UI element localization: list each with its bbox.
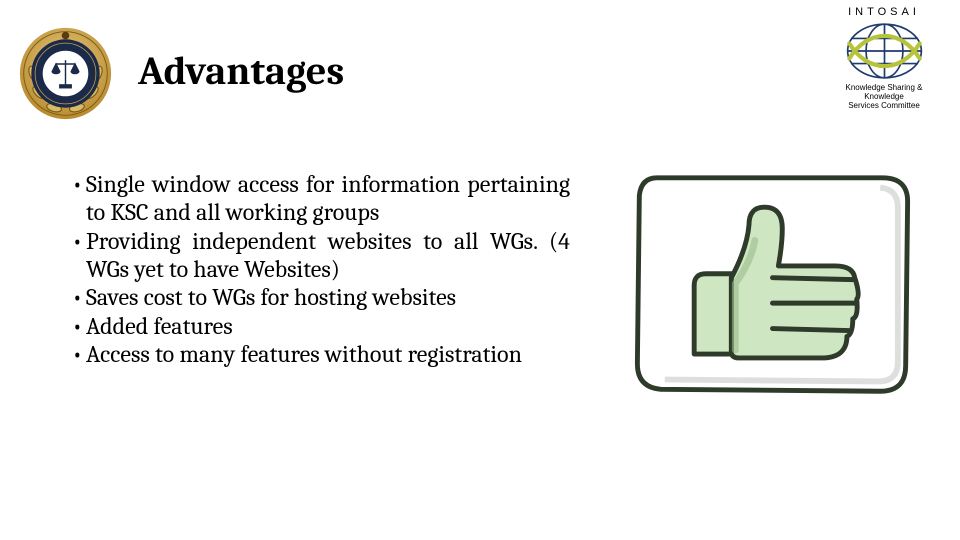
org-label: INTOSAI xyxy=(828,6,940,18)
org-caption-line2: Services Committee xyxy=(848,101,920,110)
globe-icon xyxy=(842,20,927,82)
thumbs-up-card xyxy=(625,168,920,403)
org-caption: Knowledge Sharing & Knowledge Services C… xyxy=(828,84,940,110)
bullet-item: Single window access for information per… xyxy=(72,170,570,227)
seal-icon xyxy=(18,26,113,121)
org-caption-line1: Knowledge Sharing & Knowledge xyxy=(846,83,923,101)
bullet-item: Providing independent websites to all WG… xyxy=(72,227,570,284)
bullet-item: Access to many features without registra… xyxy=(72,340,570,368)
slide-title: Advantages xyxy=(138,48,344,94)
bullet-list: Single window access for information per… xyxy=(72,170,570,368)
thumbs-up-icon xyxy=(625,168,920,403)
slide: Advantages INTOSAI Knowledge Sharing & K… xyxy=(0,0,960,540)
org-mark: INTOSAI Knowledge Sharing & Knowledge Se… xyxy=(828,6,940,110)
bullet-item: Added features xyxy=(72,312,570,340)
bullet-item: Saves cost to WGs for hosting websites xyxy=(72,283,570,311)
org-seal-badge xyxy=(18,26,113,121)
